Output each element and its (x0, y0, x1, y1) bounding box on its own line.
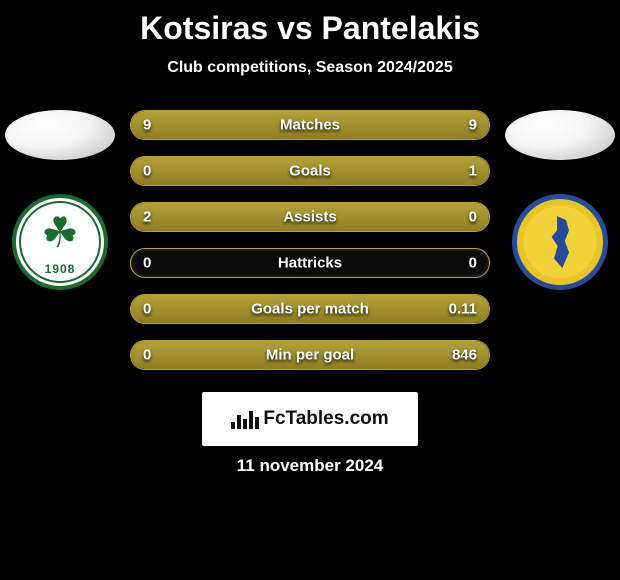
brand-bars-icon (231, 409, 259, 429)
stat-value-left: 0 (143, 301, 151, 318)
stat-value-left: 2 (143, 209, 151, 226)
stats-bars: 9 Matches 9 0 Goals 1 2 Assists 0 0 Hattricks 0 0 Goa… (130, 110, 490, 386)
stat-row: 9 Matches 9 (130, 110, 490, 140)
stat-value-right: 0 (469, 209, 477, 226)
stat-value-left: 0 (143, 163, 151, 180)
stat-row: 0 Min per goal 846 (130, 340, 490, 370)
stat-label: Min per goal (266, 347, 354, 364)
stat-value-right: 0 (469, 255, 477, 272)
stat-row: 0 Goals per match 0.11 (130, 294, 490, 324)
brand-text: FcTables.com (263, 408, 388, 430)
stat-row: 0 Goals 1 (130, 156, 490, 186)
right-player-column (500, 110, 620, 290)
stat-value-left: 9 (143, 117, 151, 134)
club-crest-right (512, 194, 608, 290)
stat-value-left: 0 (143, 255, 151, 272)
stat-value-right: 9 (469, 117, 477, 134)
date-text: 11 november 2024 (237, 456, 383, 476)
stat-value-right: 846 (452, 347, 477, 364)
page-subtitle: Club competitions, Season 2024/2025 (0, 59, 620, 77)
brand-badge: FcTables.com (202, 392, 418, 446)
stat-value-right: 1 (469, 163, 477, 180)
page-title: Kotsiras vs Pantelakis (0, 0, 620, 47)
stat-label: Matches (280, 117, 340, 134)
stat-row: 2 Assists 0 (130, 202, 490, 232)
left-player-column (0, 110, 120, 290)
player-avatar-right (505, 110, 615, 160)
stat-label: Hattricks (278, 255, 342, 272)
player-avatar-left (5, 110, 115, 160)
stat-row: 0 Hattricks 0 (130, 248, 490, 278)
stat-value-left: 0 (143, 347, 151, 364)
stat-label: Goals per match (251, 301, 369, 318)
stat-label: Assists (283, 209, 336, 226)
stat-label: Goals (289, 163, 331, 180)
club-crest-left (12, 194, 108, 290)
stat-value-right: 0.11 (449, 301, 477, 318)
